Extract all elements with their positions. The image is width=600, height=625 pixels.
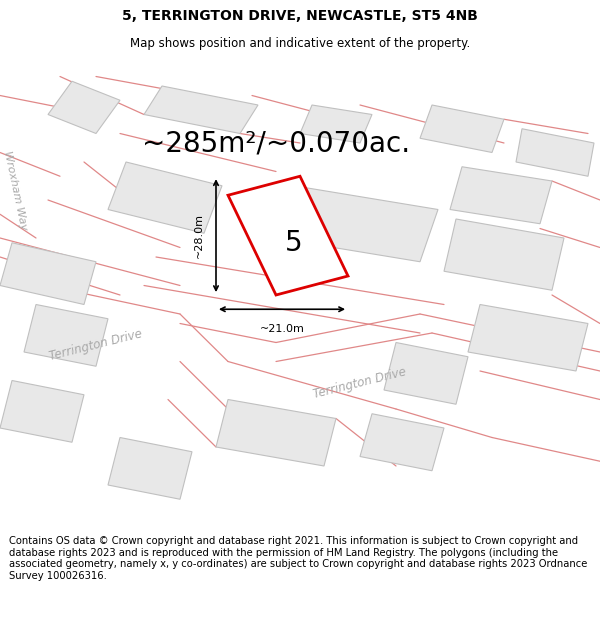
- Polygon shape: [450, 167, 552, 224]
- Text: ~21.0m: ~21.0m: [260, 324, 304, 334]
- Polygon shape: [384, 342, 468, 404]
- Text: 5, TERRINGTON DRIVE, NEWCASTLE, ST5 4NB: 5, TERRINGTON DRIVE, NEWCASTLE, ST5 4NB: [122, 9, 478, 23]
- Polygon shape: [468, 304, 588, 371]
- Polygon shape: [276, 186, 438, 262]
- Polygon shape: [108, 438, 192, 499]
- Polygon shape: [300, 105, 372, 143]
- Polygon shape: [0, 381, 84, 442]
- Polygon shape: [228, 176, 348, 295]
- Text: Terrington Drive: Terrington Drive: [48, 327, 143, 362]
- Text: Contains OS data © Crown copyright and database right 2021. This information is : Contains OS data © Crown copyright and d…: [9, 536, 587, 581]
- Text: Terrington Drive: Terrington Drive: [312, 365, 407, 401]
- Polygon shape: [24, 304, 108, 366]
- Polygon shape: [0, 242, 96, 304]
- Polygon shape: [360, 414, 444, 471]
- Polygon shape: [144, 86, 258, 134]
- Polygon shape: [48, 81, 120, 134]
- Text: ~285m²/~0.070ac.: ~285m²/~0.070ac.: [142, 129, 410, 157]
- Text: 5: 5: [285, 229, 303, 257]
- Polygon shape: [444, 219, 564, 290]
- Polygon shape: [216, 399, 336, 466]
- Text: ~28.0m: ~28.0m: [194, 213, 204, 258]
- Text: Wroxham Way: Wroxham Way: [2, 150, 29, 231]
- Text: Map shows position and indicative extent of the property.: Map shows position and indicative extent…: [130, 38, 470, 50]
- Polygon shape: [420, 105, 504, 152]
- Polygon shape: [516, 129, 594, 176]
- Polygon shape: [108, 162, 222, 233]
